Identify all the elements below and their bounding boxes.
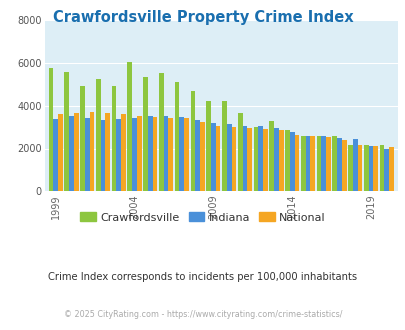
- Bar: [284, 130, 289, 191]
- Bar: [64, 72, 69, 191]
- Text: Crime Index corresponds to incidents per 100,000 inhabitants: Crime Index corresponds to incidents per…: [48, 272, 357, 282]
- Bar: [152, 117, 157, 191]
- Bar: [58, 114, 63, 191]
- Bar: [247, 128, 252, 191]
- Bar: [121, 114, 126, 191]
- Bar: [132, 118, 136, 191]
- Bar: [347, 145, 352, 191]
- Bar: [53, 119, 58, 191]
- Bar: [195, 120, 200, 191]
- Bar: [100, 119, 105, 191]
- Bar: [200, 122, 204, 191]
- Bar: [309, 136, 314, 191]
- Bar: [136, 116, 141, 191]
- Bar: [96, 79, 100, 191]
- Bar: [143, 77, 147, 191]
- Bar: [206, 101, 211, 191]
- Bar: [373, 146, 377, 191]
- Bar: [215, 126, 220, 191]
- Text: © 2025 CityRating.com - https://www.cityrating.com/crime-statistics/: © 2025 CityRating.com - https://www.city…: [64, 310, 341, 319]
- Bar: [90, 112, 94, 191]
- Bar: [262, 129, 267, 191]
- Bar: [49, 68, 53, 191]
- Bar: [363, 145, 368, 191]
- Bar: [379, 145, 384, 191]
- Bar: [242, 126, 247, 191]
- Bar: [289, 132, 294, 191]
- Bar: [273, 128, 278, 191]
- Bar: [226, 124, 231, 191]
- Bar: [105, 113, 110, 191]
- Bar: [368, 146, 373, 191]
- Bar: [336, 138, 341, 191]
- Bar: [231, 127, 236, 191]
- Bar: [352, 140, 357, 191]
- Bar: [163, 116, 168, 191]
- Bar: [190, 91, 195, 191]
- Bar: [341, 140, 346, 191]
- Text: Crawfordsville Property Crime Index: Crawfordsville Property Crime Index: [53, 10, 352, 25]
- Bar: [269, 121, 273, 191]
- Bar: [316, 136, 321, 191]
- Bar: [127, 62, 132, 191]
- Bar: [69, 116, 74, 191]
- Bar: [388, 147, 393, 191]
- Bar: [222, 101, 226, 191]
- Bar: [116, 119, 121, 191]
- Bar: [111, 86, 116, 191]
- Legend: Crawfordsville, Indiana, National: Crawfordsville, Indiana, National: [76, 208, 329, 227]
- Bar: [325, 137, 330, 191]
- Bar: [332, 136, 336, 191]
- Bar: [357, 145, 362, 191]
- Bar: [159, 73, 163, 191]
- Bar: [300, 136, 305, 191]
- Bar: [184, 118, 188, 191]
- Bar: [321, 136, 325, 191]
- Bar: [253, 127, 258, 191]
- Bar: [74, 113, 79, 191]
- Bar: [237, 113, 242, 191]
- Bar: [85, 118, 90, 191]
- Bar: [211, 123, 215, 191]
- Bar: [258, 126, 262, 191]
- Bar: [278, 130, 283, 191]
- Bar: [294, 135, 298, 191]
- Bar: [174, 82, 179, 191]
- Bar: [305, 136, 309, 191]
- Bar: [80, 86, 85, 191]
- Bar: [179, 117, 184, 191]
- Bar: [384, 148, 388, 191]
- Bar: [168, 118, 173, 191]
- Bar: [147, 116, 152, 191]
